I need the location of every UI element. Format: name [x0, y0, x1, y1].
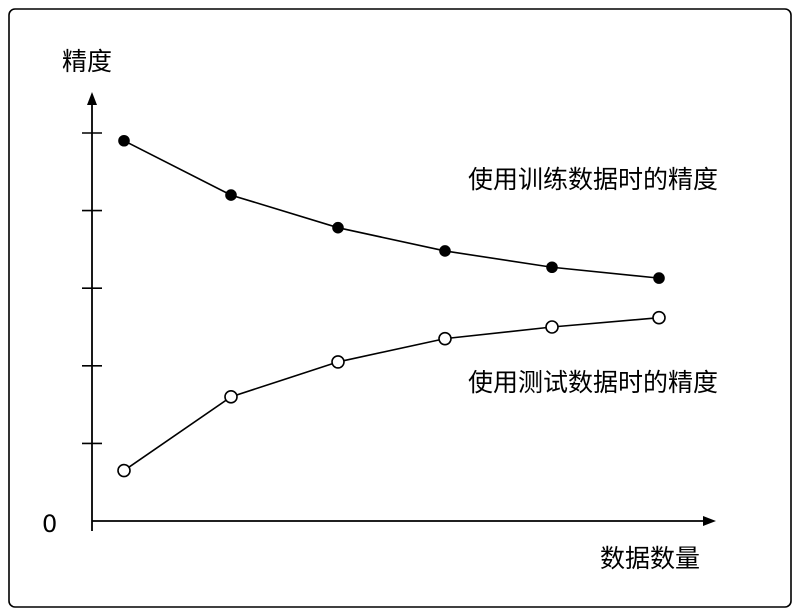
- data-point-test: [652, 310, 666, 325]
- data-point-train: [118, 134, 130, 147]
- data-point-test: [117, 463, 131, 478]
- x-axis-arrow: [703, 516, 716, 526]
- data-point-train: [439, 245, 451, 257]
- data-points: [117, 134, 666, 478]
- data-point-test: [331, 355, 345, 369]
- data-point-test: [224, 390, 238, 404]
- figure-frame: [8, 8, 792, 608]
- series-line-test: [123, 316, 660, 472]
- data-point-test: [438, 331, 452, 346]
- series-label-train: 使用训练数据时的精度: [468, 165, 718, 194]
- y-tick-label-zero: 0: [42, 510, 57, 538]
- y-ticks: [82, 132, 102, 445]
- series-lines: [123, 140, 660, 472]
- axes: [87, 92, 716, 531]
- data-point-train: [332, 221, 344, 234]
- data-point-train: [546, 261, 558, 274]
- series-label-test: 使用测试数据时的精度: [468, 368, 718, 397]
- data-point-test: [545, 320, 559, 334]
- y-axis-arrow: [87, 92, 97, 105]
- x-axis-label: 数据数量: [600, 544, 700, 573]
- data-point-train: [653, 272, 665, 284]
- data-point-train: [225, 189, 237, 201]
- y-axis-label: 精度: [62, 47, 112, 76]
- series-line-train: [123, 140, 660, 279]
